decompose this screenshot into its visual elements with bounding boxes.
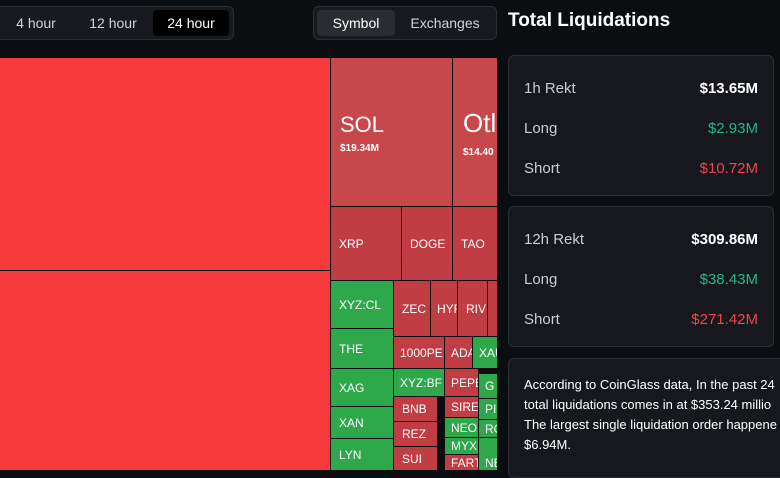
tile[interactable]: HYF: [430, 280, 458, 337]
tile[interactable]: BNB: [393, 396, 438, 422]
tile[interactable]: TAO: [452, 206, 497, 281]
tile-label: XYZ:CL: [339, 297, 382, 312]
tile-label: PEPE: [451, 375, 478, 390]
tile-label: NE: [485, 455, 497, 470]
row: Long $2.93M: [524, 120, 758, 137]
note-line: The largest single liquidation order hap…: [524, 417, 777, 432]
tile[interactable]: XAU: [472, 336, 497, 369]
row-label: Long: [524, 120, 558, 137]
tile[interactable]: LYN: [330, 438, 394, 470]
tile[interactable]: Otl $14.40: [452, 57, 497, 207]
tile-label: G: [485, 379, 495, 393]
row-value: $271.42M: [691, 311, 758, 328]
row-value: $38.43M: [699, 271, 758, 288]
row-value: $2.93M: [707, 120, 758, 137]
tile-label: NEO: [451, 420, 478, 435]
tile[interactable]: XAG: [330, 368, 394, 407]
tab-active[interactable]: Symbol: [317, 10, 395, 36]
row-value: $13.65M: [699, 80, 758, 97]
tile[interactable]: RO: [478, 419, 497, 438]
tab-active[interactable]: 24 hour: [153, 10, 229, 36]
tile-label: XAG: [339, 380, 365, 395]
tile[interactable]: SIRE: [444, 396, 479, 418]
tile-label: BNB: [402, 402, 427, 416]
tile-value: $14.40: [463, 147, 494, 158]
row-label: Short: [524, 160, 560, 177]
tile[interactable]: THE: [330, 328, 394, 369]
tile[interactable]: XRP: [330, 206, 402, 281]
tile[interactable]: [0, 57, 331, 271]
tab[interactable]: 4 hour: [16, 15, 56, 31]
tile-label: SOL: [340, 112, 385, 137]
tile-label: SUI: [402, 452, 423, 466]
row: Short $10.72M: [524, 160, 758, 177]
note-card: According to CoinGlass data, In the past…: [508, 358, 780, 478]
tile[interactable]: PI: [478, 398, 497, 420]
tile[interactable]: NEO: [444, 417, 479, 438]
tile-label: XYZ:BF: [400, 375, 443, 390]
tile-value: $19.34M: [340, 143, 379, 154]
row: Short $271.42M: [524, 311, 758, 328]
tile-label: Otl: [463, 108, 497, 138]
row-label: Short: [524, 311, 560, 328]
tile[interactable]: SOL $19.34M: [330, 57, 453, 207]
tile-label: FART: [451, 456, 479, 470]
tile[interactable]: RIV: [457, 280, 488, 337]
row-value: $10.72M: [699, 160, 758, 177]
tile[interactable]: DOGE: [401, 206, 453, 281]
panel-title: Total Liquidations: [508, 10, 671, 31]
tab[interactable]: Exchanges: [410, 15, 480, 31]
tile[interactable]: REZ: [393, 421, 438, 447]
view-tabs: Symbol Exchanges: [313, 6, 497, 40]
time-tabs: 4 hour 12 hour 24 hour: [0, 6, 234, 40]
tile[interactable]: XAN: [330, 406, 394, 439]
row: 12h Rekt $309.86M: [524, 231, 758, 248]
tile-label: LYN: [339, 448, 362, 462]
tile-label: XAU: [479, 345, 497, 360]
tile[interactable]: [0, 270, 331, 470]
tile-label: REZ: [402, 427, 426, 441]
tile-label: RIV: [466, 301, 487, 316]
tile-label: XAN: [339, 415, 364, 430]
row-label: 12h Rekt: [524, 231, 585, 248]
row: Long $38.43M: [524, 271, 758, 288]
tile[interactable]: ADA: [444, 336, 473, 369]
tile[interactable]: XYZ:CL: [330, 280, 394, 329]
tile[interactable]: 1000PE: [393, 336, 445, 369]
tile[interactable]: G: [478, 373, 497, 399]
tile-label: DOGE: [410, 236, 446, 251]
row-label: 1h Rekt: [524, 80, 576, 97]
card: 1h Rekt $13.65M Long $2.93M Short $10.72M: [508, 55, 774, 196]
row-label: Long: [524, 271, 558, 288]
tile[interactable]: NE: [478, 437, 497, 470]
tile[interactable]: XYZ:BF: [393, 368, 445, 397]
row-value: $309.86M: [691, 231, 758, 248]
treemap: SOL $19.34M Otl $14.40 XRP DOGE TAO XYZ:…: [0, 57, 497, 470]
note-line: total liquidations comes in at $353.24 m…: [524, 397, 772, 412]
tile[interactable]: ZEC: [393, 280, 431, 337]
tab[interactable]: 12 hour: [89, 15, 137, 31]
tile-label: THE: [339, 341, 363, 356]
tile[interactable]: SUI: [393, 446, 438, 470]
card: 12h Rekt $309.86M Long $38.43M Short $271.4…: [508, 206, 774, 347]
note-line: $6.94M.: [524, 437, 571, 452]
tile[interactable]: MYX: [444, 437, 479, 455]
tile[interactable]: PEPE: [444, 368, 479, 397]
tile-label: XRP: [339, 236, 364, 251]
row: 1h Rekt $13.65M: [524, 80, 758, 97]
tile[interactable]: [487, 280, 497, 337]
tile-label: TAO: [461, 236, 485, 251]
tile-label: 1000PE: [400, 345, 443, 360]
tile-label: RO: [485, 421, 497, 436]
tile-label: MYX: [451, 439, 478, 453]
tile[interactable]: FART: [444, 454, 479, 470]
tile-label: PI: [485, 402, 497, 416]
tile-label: ADA: [451, 345, 472, 360]
tile-label: SIRE: [451, 400, 479, 414]
note-line: According to CoinGlass data, In the past…: [524, 377, 775, 392]
tile-label: ZEC: [402, 301, 426, 316]
tile-label: HYF: [437, 301, 457, 316]
